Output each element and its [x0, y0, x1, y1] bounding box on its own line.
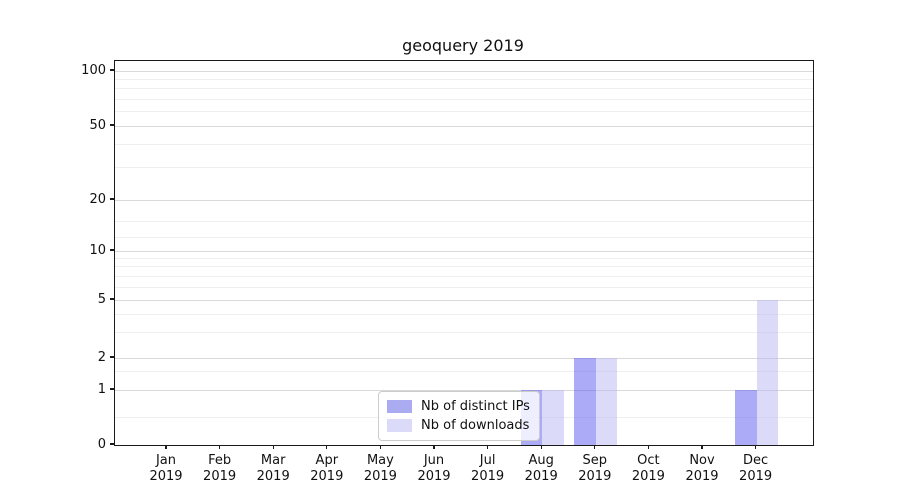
y-tick-label-1: 1 [97, 381, 106, 397]
x-tick-label-may: May 2019 [363, 453, 397, 484]
minor-gridline [115, 266, 813, 268]
bar-aug-2019-downloads [542, 390, 564, 445]
y-tick-label-2: 2 [97, 349, 106, 365]
minor-gridline [115, 166, 813, 168]
y-tick-mark [110, 443, 114, 445]
x-tick-label-mar: Mar 2019 [256, 453, 290, 484]
y-tick-label-10: 10 [89, 242, 106, 258]
legend-item-downloads: Nb of downloads [387, 416, 530, 435]
major-gridline [115, 299, 813, 301]
x-tick-mark [326, 445, 328, 449]
chart-title: geoquery 2019 [402, 36, 524, 55]
bar-sep-2019-downloads [595, 358, 618, 445]
y-tick-label-0: 0 [97, 436, 106, 452]
legend-item-distinct-ips: Nb of distinct IPs [387, 397, 530, 416]
x-tick-label-nov: Nov 2019 [685, 453, 719, 484]
minor-gridline [115, 275, 813, 277]
legend-swatch-downloads [387, 419, 412, 432]
major-gridline [115, 199, 813, 201]
major-gridline [115, 250, 813, 252]
minor-gridline [115, 220, 813, 222]
minor-gridline [115, 313, 813, 315]
x-tick-mark [272, 445, 274, 449]
x-tick-label-dec: Dec 2019 [739, 453, 773, 484]
x-tick-mark [647, 445, 650, 449]
x-tick-label-aug: Aug 2019 [524, 453, 558, 484]
x-tick-mark [701, 445, 703, 449]
minor-gridline [115, 88, 813, 90]
x-tick-label-oct: Oct 2019 [631, 453, 665, 484]
bar-dec-2019-distinct-ips [735, 390, 757, 445]
minor-gridline [115, 257, 813, 259]
x-tick-label-apr: Apr 2019 [310, 453, 344, 484]
major-gridline [115, 70, 813, 72]
y-tick-label-20: 20 [89, 191, 106, 207]
major-gridline [115, 125, 813, 127]
y-tick-mark [110, 69, 114, 71]
legend-label-downloads: Nb of downloads [421, 418, 530, 433]
minor-gridline [115, 370, 813, 372]
x-tick-mark [540, 445, 542, 449]
y-tick-mark [110, 198, 114, 200]
x-tick-label-sep: Sep 2019 [578, 453, 612, 484]
major-gridline [115, 389, 813, 391]
y-tick-mark [110, 388, 114, 390]
y-tick-label-5: 5 [97, 291, 106, 307]
legend-label-distinct-ips: Nb of distinct IPs [421, 399, 530, 414]
plot-area: Nb of distinct IPs Nb of downloads [114, 60, 814, 446]
legend: Nb of distinct IPs Nb of downloads [378, 391, 540, 441]
y-tick-label-100: 100 [81, 62, 106, 78]
minor-gridline [115, 111, 813, 113]
x-tick-mark [218, 445, 221, 449]
minor-gridline [115, 98, 813, 100]
y-tick-mark [110, 124, 114, 126]
x-tick-mark [379, 445, 382, 449]
y-tick-label-50: 50 [89, 117, 106, 133]
x-tick-mark [433, 445, 435, 449]
major-gridline [115, 357, 813, 359]
bar-sep-2019-distinct-ips [574, 358, 596, 445]
minor-gridline [115, 78, 813, 80]
bar-dec-2019-downloads [756, 300, 779, 445]
y-tick-mark [110, 298, 114, 300]
minor-gridline [115, 331, 813, 333]
minor-gridline [115, 286, 813, 288]
x-tick-mark [165, 445, 167, 449]
x-tick-mark [486, 445, 489, 449]
x-tick-mark [594, 445, 596, 449]
x-tick-mark [754, 445, 757, 449]
x-tick-label-feb: Feb 2019 [203, 453, 237, 484]
x-tick-label-jan: Jan 2019 [149, 453, 183, 484]
y-tick-mark [110, 249, 114, 251]
x-tick-label-jul: Jul 2019 [471, 453, 505, 484]
legend-swatch-distinct-ips [387, 400, 412, 413]
minor-gridline [115, 143, 813, 145]
minor-gridline [115, 237, 813, 239]
y-tick-mark [110, 356, 114, 358]
x-tick-label-jun: Jun 2019 [417, 453, 451, 484]
